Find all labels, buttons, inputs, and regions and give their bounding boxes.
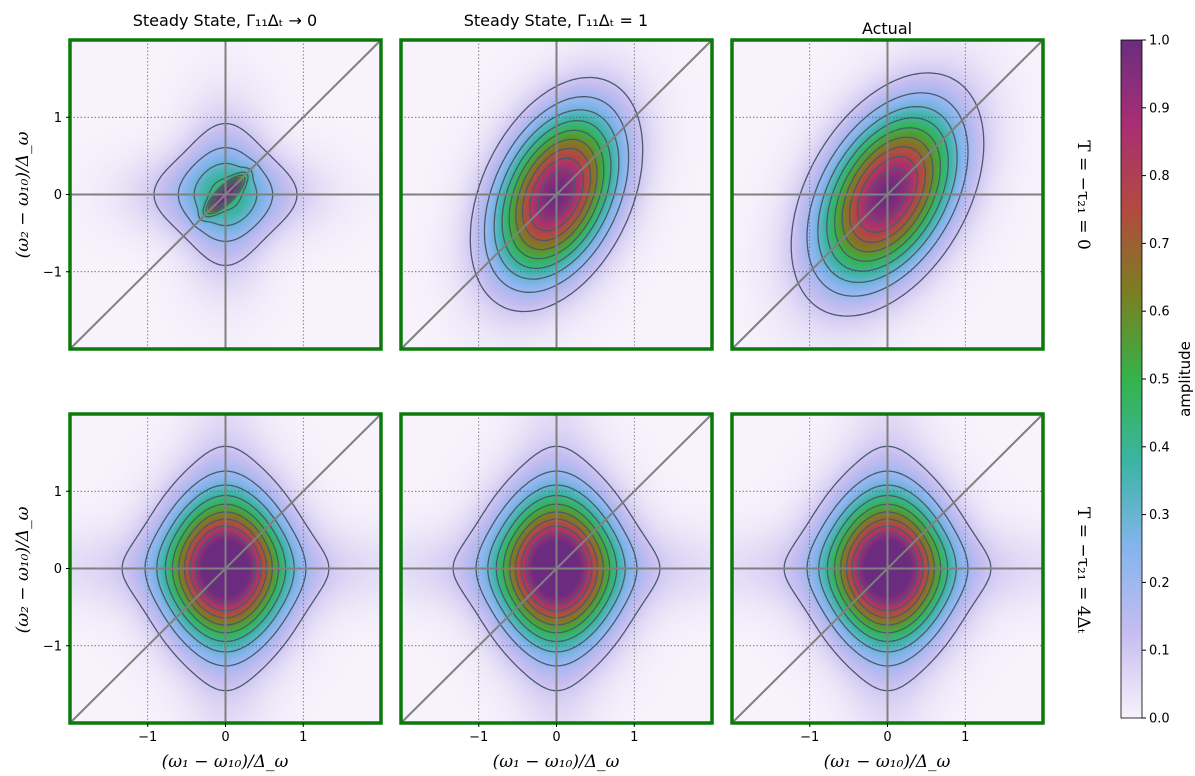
contour-line [840,511,935,626]
row-label-1: T = −τ₂₁ = 0 [1073,140,1093,250]
contour-line [164,494,287,643]
x-tick-label: 1 [630,730,638,745]
x-axis-label-col-2: (ω₁ − ω₁₀)/Δ_ω [493,752,620,772]
contour-line [211,180,240,209]
contour-line [529,157,584,232]
x-tick-label: −1 [138,730,157,745]
column-title-2: Steady State, Γ₁₁Δₜ = 1 [464,11,648,30]
y-axis-label-row-1: (ω₂ − ω₁₀)/Δ_ω [13,131,33,258]
contour-line [520,525,593,612]
contour-line [493,109,620,280]
reference-line-diagonal [731,413,1044,724]
x-axis-label-col-3: (ω₁ − ω₁₀)/Δ_ω [824,752,951,772]
row-label-2: T = −τ₂₁ = 4Δₜ [1073,507,1093,634]
reference-line-diagonal [400,413,713,724]
x-tick-label: −1 [469,730,488,745]
colorbar-tick-label: 0.8 [1149,169,1170,184]
colorbar-tick-label: 1.0 [1149,34,1170,49]
panel-frame [399,38,714,351]
contour-line [501,120,612,269]
x-tick-label: 0 [883,730,891,745]
heatmap-panel-r2-c1: −1 0 1 −1 0 1 [43,412,383,745]
contour-line [207,176,244,213]
colorbar-tick-label: 0.2 [1149,576,1170,591]
contour-line [178,511,273,626]
contour-line [818,484,957,653]
contour-line [153,122,298,267]
contour-line [483,96,630,293]
panel-frame [730,38,1045,351]
colorbar [1120,39,1143,719]
column-title-1: Steady State, Γ₁₁Δₜ → 0 [133,11,317,30]
contour-line [156,484,295,653]
contour-line [826,117,949,272]
colorbar-tick-label: 0.3 [1149,508,1170,523]
contour-line [509,511,604,626]
heatmap-panel-r2-c2: −1 0 1 [399,412,714,745]
colorbar-tick-label: 0.0 [1149,712,1170,727]
y-tick-label: 1 [54,485,62,500]
y-tick-label: −1 [43,639,62,654]
heatmap-panel-r1-c2 [399,38,714,351]
reference-line-diagonal [69,413,382,724]
reference-line-diagonal [400,39,713,350]
y-tick-label: 1 [54,111,62,126]
contour-line [833,503,942,634]
reference-line-diagonal [731,39,1044,350]
colorbar-tick-label: 0.1 [1149,644,1170,659]
x-tick-label: 1 [961,730,969,745]
contour-line [189,525,262,612]
contour-line [514,518,599,619]
y-axis-label-row-2: (ω₂ − ω₁₀)/Δ_ω [13,506,33,633]
x-tick-label: 1 [299,730,307,745]
contour-line [845,518,930,619]
contour-line [469,76,644,313]
contour-line [171,503,280,634]
contour-line [202,171,249,218]
colorbar-tick-label: 0.7 [1149,237,1170,252]
contour-line [195,532,256,605]
x-tick-label: −1 [800,730,819,745]
contour-line [856,156,919,233]
colorbar-label: amplitude [1176,341,1194,417]
contour-line [521,147,592,242]
x-axis-label-col-1: (ω₁ − ω₁₀)/Δ_ω [162,752,289,772]
panels-group: −1 0 1 −1 0 1 −1 0 1 −1 0 1 −1 0 1 [43,38,1045,745]
heatmap-panel-r1-c1: −1 0 1 [43,38,383,351]
contour-line [806,470,969,667]
contour-line [475,470,638,667]
contour-line [526,532,587,605]
contour-line [857,532,918,605]
contour-line [851,525,924,612]
heatmap-panel-r1-c3 [730,38,1045,351]
colorbar-tick-label: 0.6 [1149,305,1170,320]
x-tick-label: 0 [552,730,560,745]
contour-line [183,518,268,619]
contour-line [177,146,274,243]
column-title-3: Actual [862,19,912,38]
colorbar-tick-label: 0.4 [1149,440,1170,455]
colorbar-tick-label: 0.9 [1149,101,1170,116]
reference-line-diagonal [69,39,382,350]
y-tick-label: −1 [43,265,62,280]
heatmap-panel-r2-c3: −1 0 1 [730,412,1045,745]
contour-line [502,503,611,634]
colorbar-tick-label: 0.5 [1149,373,1170,388]
colorbar-ticks: 0.0 0.1 0.2 0.3 0.4 0.5 0.6 0.7 0.8 0.9 1.0 [1142,34,1170,727]
contour-line [487,484,626,653]
y-tick-label: 0 [54,562,62,577]
contour-line [205,174,246,215]
contour-line [508,129,605,260]
y-tick-label: 0 [54,188,62,203]
contour-line [515,138,598,251]
contour-line [841,136,934,253]
contour-line [495,494,618,643]
contour-line [826,494,949,643]
contour-line [848,146,927,243]
contour-line [537,168,576,221]
x-tick-label: 0 [221,730,229,745]
